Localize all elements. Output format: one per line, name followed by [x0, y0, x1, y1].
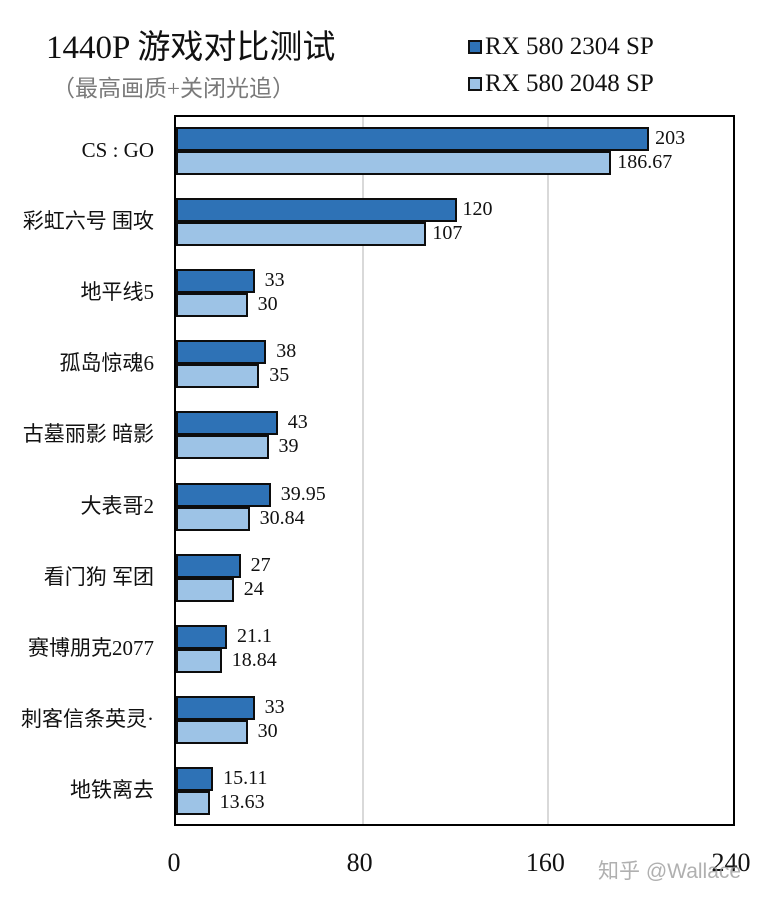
x-tick-label: 240: [711, 848, 751, 877]
category-label: 看门狗 军团: [43, 564, 154, 589]
bar-rx580-2304sp: [176, 198, 457, 223]
legend-item-series-2: RX 580 2048 SP: [468, 65, 654, 102]
category-label: 大表哥2: [80, 493, 155, 518]
bar-rx580-2048sp: [176, 719, 248, 744]
chart-title: 1440P 游戏对比测试: [46, 30, 336, 66]
data-label: 27: [250, 553, 271, 576]
data-label: 43: [287, 411, 308, 434]
legend-swatch-icon: [468, 39, 482, 54]
category-label: 赛博朋克2077: [28, 635, 154, 660]
data-label: 13.63: [219, 790, 265, 813]
data-label: 33: [264, 269, 285, 292]
x-tick-label: 80: [346, 848, 373, 877]
bar-rx580-2304sp: [176, 766, 214, 791]
data-label: 24: [243, 577, 264, 600]
bar-rx580-2304sp: [176, 624, 227, 649]
bar-rx580-2304sp: [176, 340, 267, 365]
plot-area: [174, 115, 735, 826]
category-label: 彩虹六号 围攻: [22, 209, 154, 234]
data-label: 30.84: [259, 506, 305, 529]
gridline: [547, 117, 550, 824]
bar-rx580-2304sp: [176, 553, 241, 578]
bar-rx580-2048sp: [176, 648, 222, 673]
bar-rx580-2048sp: [176, 151, 612, 175]
legend-label: RX 580 2048 SP: [485, 69, 654, 97]
category-label: 地平线5: [80, 280, 155, 305]
data-label: 15.11: [223, 766, 268, 789]
data-label: 18.84: [231, 648, 277, 671]
bar-rx580-2304sp: [176, 482, 271, 507]
bar-rx580-2048sp: [176, 435, 269, 460]
data-label: 186.67: [617, 151, 673, 173]
data-label: 39: [278, 435, 299, 458]
legend-item-series-1: RX 580 2304 SP: [468, 28, 654, 65]
x-tick-label: 160: [525, 848, 565, 877]
data-label: 30: [257, 719, 278, 742]
data-label: 203: [655, 127, 686, 149]
data-label: 120: [462, 198, 493, 221]
legend-label: RX 580 2304 SP: [485, 32, 654, 60]
legend-swatch-icon: [468, 76, 482, 91]
chart-subtitle: （最高画质+关闭光追）: [52, 76, 295, 101]
bar-rx580-2048sp: [176, 293, 248, 318]
watermark: 知乎 @Wallace: [598, 860, 742, 883]
bar-rx580-2304sp: [176, 269, 255, 294]
bar-rx580-2304sp: [176, 695, 255, 720]
data-label: 21.1: [236, 624, 272, 647]
bar-rx580-2048sp: [176, 364, 260, 389]
x-tick-label: 0: [167, 848, 181, 877]
data-label: 39.95: [280, 482, 326, 505]
category-label: 古墓丽影 暗影: [22, 422, 154, 447]
data-label: 33: [264, 695, 285, 718]
bar-rx580-2048sp: [176, 790, 210, 815]
bar-rx580-2304sp: [176, 127, 650, 151]
category-label: 孤岛惊魂6: [59, 351, 155, 376]
data-label: 35: [269, 364, 290, 387]
category-label: CS : GO: [81, 138, 154, 162]
data-label: 30: [257, 293, 278, 316]
category-label: 刺客信条英灵·: [21, 706, 154, 731]
bar-rx580-2304sp: [176, 411, 278, 436]
data-label: 107: [432, 222, 463, 245]
legend: RX 580 2304 SP RX 580 2048 SP: [468, 28, 654, 102]
gridline: [361, 117, 364, 824]
bar-rx580-2048sp: [176, 222, 427, 247]
category-label: 地铁离去: [70, 777, 154, 802]
data-label: 38: [276, 340, 297, 363]
bar-rx580-2048sp: [176, 577, 234, 602]
bar-rx580-2048sp: [176, 506, 250, 531]
